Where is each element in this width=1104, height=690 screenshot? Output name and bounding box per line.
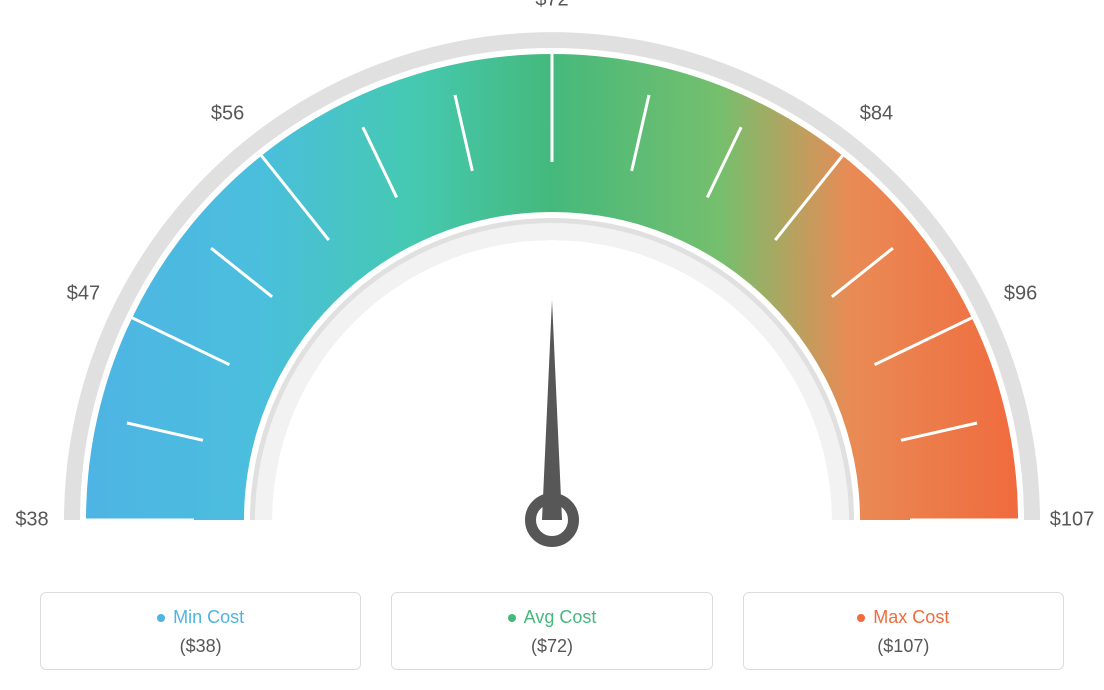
legend-label-max: Max Cost: [873, 607, 949, 628]
gauge-tick-label: $56: [211, 102, 244, 125]
dot-icon: [508, 614, 516, 622]
legend-value-max: ($107): [754, 636, 1053, 657]
legend-label-min: Min Cost: [173, 607, 244, 628]
gauge-svg: [0, 0, 1104, 580]
gauge-tick-label: $84: [860, 102, 893, 125]
gauge-tick-label: $38: [15, 509, 48, 532]
gauge-tick-label: $72: [535, 0, 568, 12]
legend-value-avg: ($72): [402, 636, 701, 657]
gauge-tick-label: $107: [1050, 509, 1095, 532]
gauge-chart: $38 $47 $56 $72 $84 $96 $107: [0, 0, 1104, 580]
legend-title-max: Max Cost: [857, 607, 949, 628]
dot-icon: [857, 614, 865, 622]
legend-row: Min Cost ($38) Avg Cost ($72) Max Cost (…: [40, 592, 1064, 670]
dot-icon: [157, 614, 165, 622]
legend-title-avg: Avg Cost: [508, 607, 597, 628]
legend-card-avg: Avg Cost ($72): [391, 592, 712, 670]
gauge-tick-label: $96: [1004, 283, 1037, 306]
legend-title-min: Min Cost: [157, 607, 244, 628]
legend-card-min: Min Cost ($38): [40, 592, 361, 670]
legend-label-avg: Avg Cost: [524, 607, 597, 628]
legend-card-max: Max Cost ($107): [743, 592, 1064, 670]
gauge-tick-label: $47: [67, 283, 100, 306]
legend-value-min: ($38): [51, 636, 350, 657]
